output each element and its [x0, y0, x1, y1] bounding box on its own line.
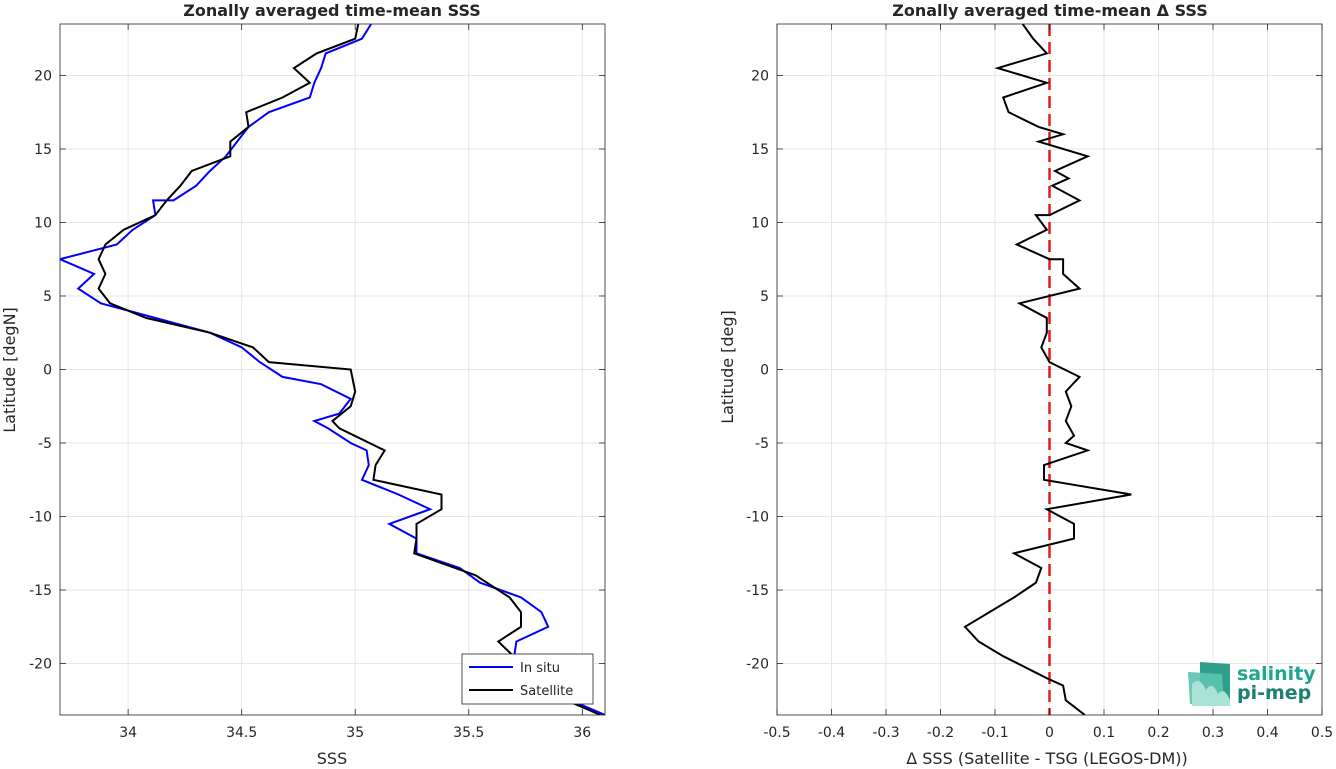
- right-xtick-label: 0.3: [1202, 725, 1224, 741]
- right-series-line-delta-sss: [963, 24, 1132, 715]
- wave-logo-icon: [1188, 662, 1230, 706]
- left-ytick-label: -15: [29, 583, 52, 599]
- left-x-axis-label: SSS: [317, 749, 347, 768]
- legend-box: [461, 653, 594, 705]
- right-ytick-label: 10: [751, 215, 769, 231]
- right-ytick-label: 5: [760, 289, 769, 305]
- right-ytick-label: -5: [755, 436, 769, 452]
- legend: In situ Satellite: [461, 653, 594, 705]
- logo-text-pi-mep: pi-mep: [1237, 682, 1311, 704]
- left-series-layer: [60, 24, 605, 715]
- left-ytick-label: 0: [43, 363, 52, 379]
- left-ytick-label: -5: [38, 436, 52, 452]
- right-ytick-label: 15: [751, 142, 769, 158]
- right-series-layer: [963, 24, 1132, 715]
- logo-text-salinity: salinity: [1237, 663, 1316, 685]
- right-xtick-label: 0: [1045, 725, 1054, 741]
- left-xtick-label: 34.5: [226, 725, 257, 741]
- right-chart-title: Zonally averaged time-mean Δ SSS: [892, 1, 1208, 20]
- left-ytick-label: 15: [34, 142, 52, 158]
- left-ytick-label: 20: [34, 68, 52, 84]
- left-ytick-label: 5: [43, 289, 52, 305]
- left-xtick-label: 35: [346, 725, 364, 741]
- left-panel: 34 34.5 35 35.5 36 20 15 10 5 0 -5 -10 -15 -20 Zonall…: [0, 1, 606, 768]
- right-x-axis-label: Δ SSS (Satellite - TSG (LEGOS-DM)): [906, 749, 1188, 768]
- left-ytick-label: 10: [34, 215, 52, 231]
- right-xtick-label: 0.2: [1147, 725, 1169, 741]
- right-y-axis-label: Latitude [deg]: [718, 310, 737, 424]
- left-grid: [60, 24, 605, 715]
- right-xtick-label: 0.4: [1256, 725, 1278, 741]
- left-chart-title: Zonally averaged time-mean SSS: [183, 1, 481, 20]
- right-ytick-label: -15: [746, 583, 769, 599]
- right-xtick-label: -0.1: [981, 725, 1008, 741]
- right-panel: -0.5 -0.4 -0.3 -0.2 -0.1 0 0.1 0.2 0.3 0.4 0.5 20 15…: [718, 1, 1333, 768]
- right-ytick-label: 0: [760, 363, 769, 379]
- right-xtick-label: -0.3: [872, 725, 899, 741]
- right-xtick-label: 0.1: [1093, 725, 1115, 741]
- left-xtick-label: 34: [119, 725, 137, 741]
- right-xtick-label: -0.4: [818, 725, 845, 741]
- left-ytick-label: -20: [29, 657, 52, 673]
- left-y-axis-label: Latitude [degN]: [0, 307, 19, 433]
- right-xtick-label: -0.5: [763, 725, 790, 741]
- left-xtick-label: 35.5: [453, 725, 484, 741]
- right-xtick-label: -0.2: [927, 725, 954, 741]
- right-ticks: -0.5 -0.4 -0.3 -0.2 -0.1 0 0.1 0.2 0.3 0.4 0.5 20 15…: [746, 24, 1333, 741]
- left-ticks: 34 34.5 35 35.5 36 20 15 10 5 0 -5 -10 -15 -20: [29, 24, 605, 741]
- right-ytick-label: -10: [746, 510, 769, 526]
- left-xtick-label: 36: [573, 725, 591, 741]
- left-ytick-label: -10: [29, 510, 52, 526]
- legend-label-in-situ: In situ: [520, 661, 560, 676]
- right-xtick-label: 0.5: [1311, 725, 1333, 741]
- left-series-line-in-situ: [60, 24, 605, 715]
- salinity-pi-mep-logo: salinity pi-mep: [1188, 662, 1316, 706]
- left-series-line-satellite: [97, 24, 601, 715]
- legend-label-satellite: Satellite: [520, 684, 573, 699]
- right-ytick-label: 20: [751, 68, 769, 84]
- right-ytick-label: -20: [746, 657, 769, 673]
